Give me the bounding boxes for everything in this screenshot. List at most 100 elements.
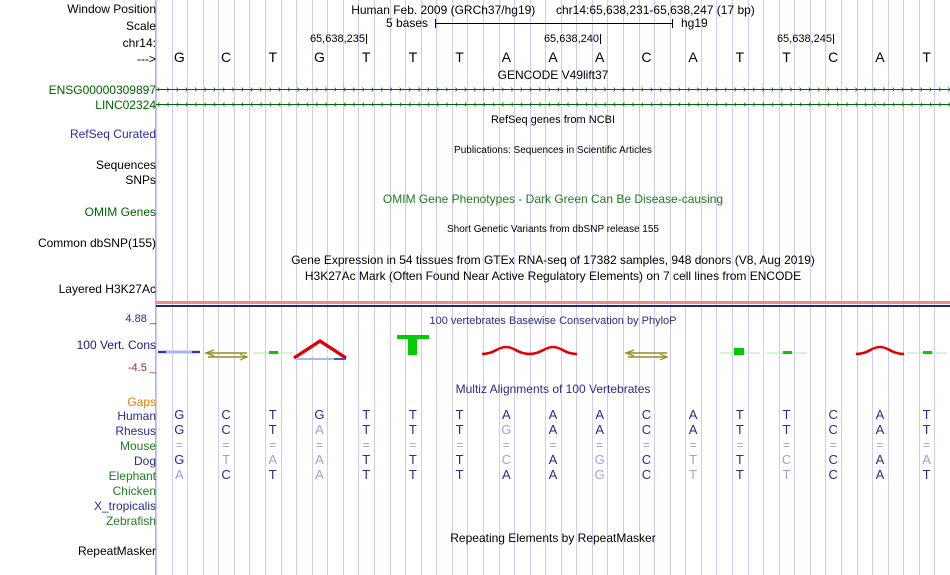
alignment-base: = (783, 438, 791, 452)
strand-arrow-reverse: ‹ (622, 99, 626, 110)
strand-arrow-forward: › (724, 84, 728, 95)
strand-arrow-reverse: ‹ (752, 99, 756, 110)
sequence-base: A (595, 49, 605, 65)
label-gene-linc[interactable]: LINC02324 (95, 98, 156, 112)
strand-arrow-reverse: ‹ (501, 99, 505, 110)
conservation-mark (624, 349, 669, 361)
alignment-base: T (455, 422, 464, 437)
sequence-base: T (455, 49, 464, 65)
position-range: chr14:65,638,231-65,638,247 (17 bp) (555, 3, 755, 17)
label-repeatmasker[interactable]: RepeatMasker (77, 544, 156, 558)
alignment-row (156, 513, 950, 529)
alignment-base: = (409, 438, 417, 452)
conservation-mark (204, 349, 249, 361)
strand-arrow-reverse: ‹ (277, 99, 282, 110)
strand-arrow-reverse: ‹ (259, 99, 263, 110)
strand-arrow-reverse: ‹ (398, 99, 403, 110)
alignment-base: G (314, 407, 325, 422)
alignment-base: G (594, 467, 605, 482)
strand-arrow-forward: › (659, 84, 663, 95)
strand-arrow-reverse: ‹ (324, 99, 328, 110)
coordinate-tick (366, 34, 367, 44)
strand-arrow-reverse: ‹ (566, 99, 570, 110)
strand-arrow-forward: › (398, 84, 403, 95)
alignment-base: A (548, 422, 558, 437)
strand-arrow-forward: › (677, 84, 682, 95)
strand-arrow-reverse: ‹ (631, 99, 635, 110)
alignment-base: A (501, 407, 511, 422)
species-label-zebrafish[interactable]: Zebrafish (105, 514, 156, 528)
species-label-human[interactable]: Human (117, 409, 156, 423)
strand-arrow-reverse: ‹ (919, 99, 923, 110)
strand-arrow-forward: › (770, 84, 775, 95)
alignment-base: T (922, 407, 931, 422)
alignment-row (156, 483, 950, 499)
strand-arrow-reverse: ‹ (184, 99, 189, 110)
alignment-base: G (174, 422, 185, 437)
alignment-base: C (641, 467, 652, 482)
strand-arrow-reverse: ‹ (882, 99, 886, 110)
sequence-base: T (408, 49, 418, 65)
label-100-vert-cons[interactable]: 100 Vert. Cons (76, 338, 156, 352)
sequence-base: A (548, 49, 558, 65)
strand-arrow-forward: › (333, 84, 338, 95)
strand-arrow-forward: › (603, 84, 607, 95)
strand-arrow-reverse: ‹ (157, 99, 161, 110)
strand-arrow-forward: › (501, 84, 505, 95)
sequence-base: T (361, 49, 371, 65)
label-gene-ensg[interactable]: ENSG00000309897 (48, 83, 156, 97)
species-label-mouse[interactable]: Mouse (119, 439, 156, 453)
track-title-gencode: GENCODE V49lift37 (497, 68, 609, 82)
strand-arrow-forward: › (175, 84, 179, 95)
strand-arrow-forward: › (808, 84, 812, 95)
strand-arrow-reverse: ‹ (733, 99, 737, 110)
strand-arrow-forward: › (901, 84, 905, 95)
label-omim-genes[interactable]: OMIM Genes (84, 205, 156, 219)
track-title-refseq: RefSeq genes from NCBI (490, 114, 616, 126)
strand-arrow-reverse: ‹ (361, 99, 365, 110)
sequence-base: C (828, 49, 839, 65)
strand-arrow-reverse: ‹ (408, 99, 412, 110)
sequence-base: C (641, 49, 652, 65)
strand-arrow-reverse: ‹ (910, 99, 914, 110)
sequence-base: T (782, 49, 791, 65)
label-refseq-curated[interactable]: RefSeq Curated (69, 127, 156, 141)
alignment-base: T (222, 452, 231, 467)
gene-strand-reverse-arrows: ‹ ‹ ‹ ‹ ‹ ‹ ‹ ‹ ‹ ‹ ‹ ‹ ‹ ‹ ‹ ‹ ‹ ‹ ‹ ‹ ‹ ‹ ‹ ‹ ‹ ‹ ‹ ‹ ‹ ‹ ‹ ‹ ‹ ‹ ‹ ‹ ‹ ‹ ‹ ‹… (156, 99, 950, 110)
strand-arrow-forward: › (919, 84, 923, 95)
species-label-x_tropicalis[interactable]: X_tropicalis (93, 499, 156, 513)
strand-arrow-forward: › (668, 84, 672, 95)
strand-arrow-reverse: ‹ (370, 99, 375, 110)
alignment-base: A (922, 452, 931, 467)
label-scale: Scale (125, 19, 156, 33)
strand-arrow-reverse: ‹ (491, 99, 496, 110)
conservation-mark (765, 350, 809, 356)
strand-arrow-forward: › (529, 84, 533, 95)
strand-arrow-forward: › (733, 84, 737, 95)
species-label-chicken[interactable]: Chicken (112, 484, 156, 498)
species-label-rhesus[interactable]: Rhesus (115, 424, 156, 438)
strand-arrow-forward: › (575, 84, 579, 95)
track-title-gtex: Gene Expression in 54 tissues from GTEx … (291, 253, 815, 267)
track-title-publications: Publications: Sequences in Scientific Ar… (454, 145, 652, 156)
label-layered-h3k27ac: Layered H3K27Ac (58, 282, 156, 296)
alignment-base: A (875, 452, 885, 467)
strand-arrow-forward: › (715, 84, 719, 95)
strand-arrow-reverse: ‹ (901, 99, 905, 110)
strand-arrow-reverse: ‹ (612, 99, 617, 110)
strand-arrow-forward: › (259, 84, 263, 95)
strand-arrow-reverse: ‹ (659, 99, 663, 110)
strand-arrow-reverse: ‹ (928, 99, 933, 110)
strand-arrow-reverse: ‹ (696, 99, 700, 110)
alignment-base: A (875, 422, 885, 437)
strand-arrow-forward: › (948, 84, 950, 95)
species-label-elephant[interactable]: Elephant (108, 469, 156, 483)
conservation-mark (391, 335, 435, 357)
alignment-base: = (502, 438, 510, 452)
strand-arrow-forward: › (482, 84, 486, 95)
alignment-base: = (456, 438, 464, 452)
species-label-dog[interactable]: Dog (133, 454, 156, 468)
strand-arrow-forward: › (370, 84, 375, 95)
